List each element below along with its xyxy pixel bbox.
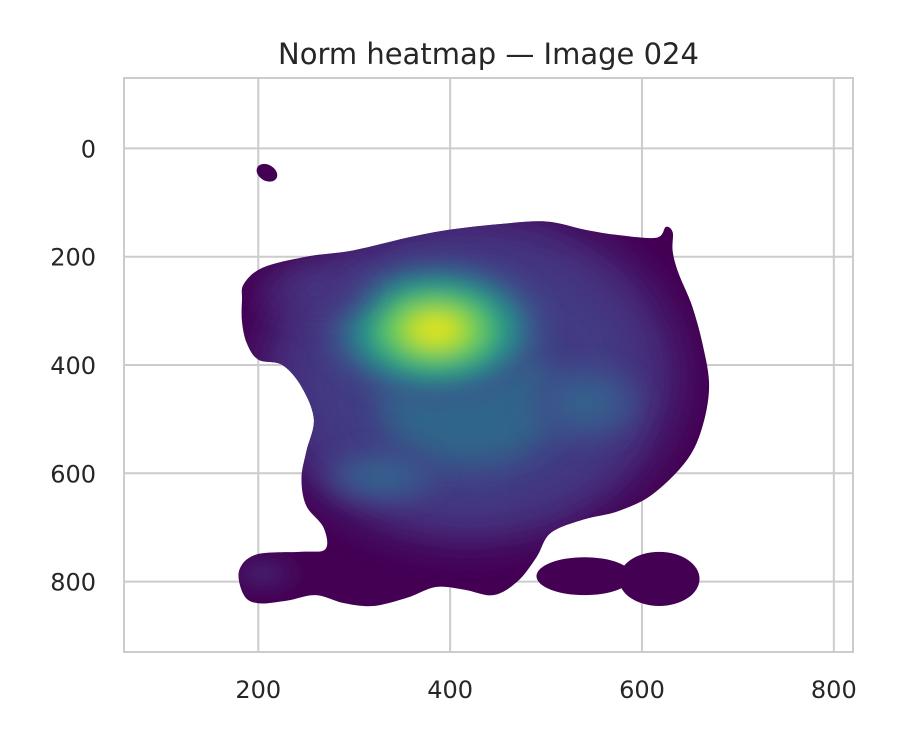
- y-tick-label: 800: [50, 569, 96, 597]
- y-tick-label: 200: [50, 244, 96, 272]
- x-tick-label: 800: [811, 676, 857, 704]
- x-tick-label: 400: [427, 676, 473, 704]
- y-tick-label: 0: [81, 135, 96, 163]
- density-peak-lower: [315, 443, 451, 509]
- density-peak-corner: [238, 557, 302, 590]
- x-tick-label: 600: [619, 676, 665, 704]
- density-region-right-lobe-a: [536, 557, 633, 596]
- density-peak-left: [239, 245, 393, 333]
- density-region-right-lobe-b: [618, 551, 700, 606]
- y-tick-label: 400: [50, 352, 96, 380]
- density-inner: [238, 221, 681, 590]
- chart-title: Norm heatmap — Image 024: [278, 37, 699, 71]
- density-region-small: [256, 163, 278, 182]
- density-peak-right: [517, 356, 652, 449]
- density-field: [238, 163, 710, 607]
- x-tick-label: 200: [235, 676, 281, 704]
- tick-labels: 200 400 600 800 0 200 400 600 800: [50, 135, 857, 704]
- y-tick-label: 600: [50, 460, 96, 488]
